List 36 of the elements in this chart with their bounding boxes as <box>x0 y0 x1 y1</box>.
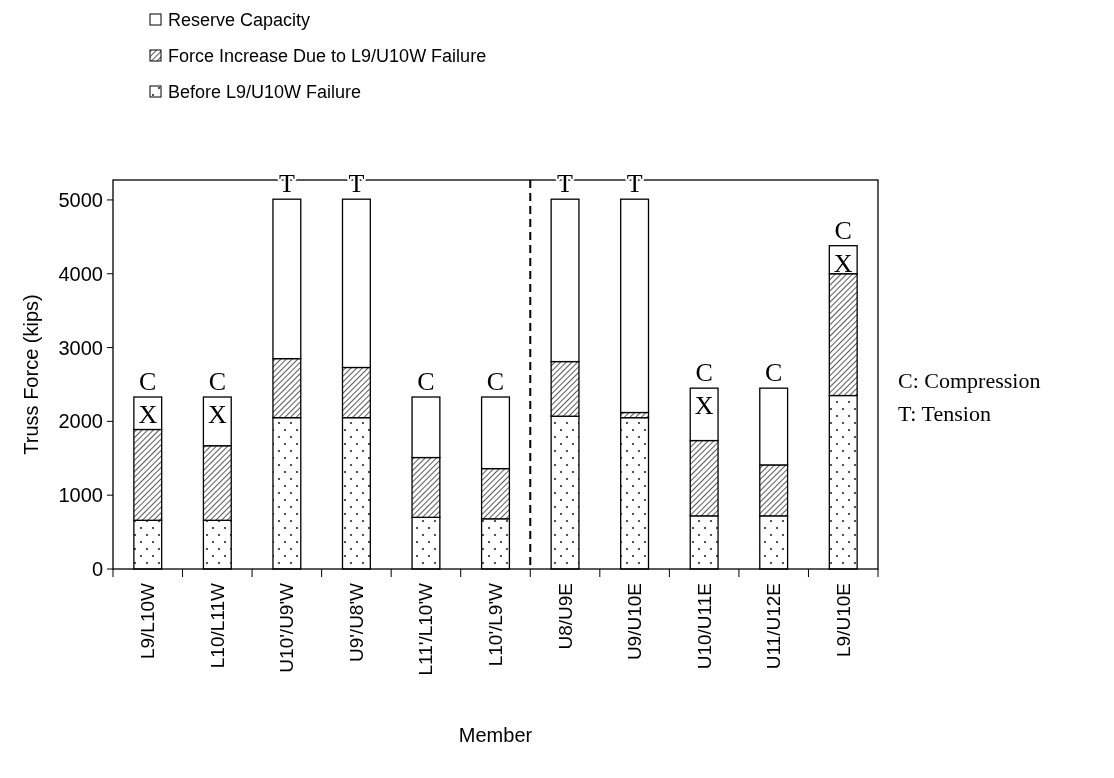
annotation: C <box>486 367 505 397</box>
legend-label: Before L9/U10W Failure <box>168 82 362 102</box>
annotation: C <box>695 358 713 388</box>
text: C: Compression <box>898 367 1041 393</box>
y-tick-label: 1000 <box>58 484 103 507</box>
annotation: X <box>694 391 714 421</box>
annotation: C <box>834 215 852 245</box>
annotation: C <box>765 358 783 388</box>
x-tick-label: L11'/L10'W <box>415 582 437 676</box>
x-tick-label: L10'/L9'W <box>485 582 506 667</box>
y-tick-label: 2000 <box>58 410 103 433</box>
x-tick-label: U10'/U9'W <box>276 582 298 673</box>
bar <box>620 198 650 414</box>
annotation: X <box>138 400 158 430</box>
text: T: Tension <box>898 400 991 426</box>
legend-label: Reserve Capacity <box>168 10 311 30</box>
legend-label: Force Increase Due to L9/U10W Failure <box>168 46 487 66</box>
y-tick-label: 5000 <box>58 188 103 211</box>
annotation: C <box>139 367 157 397</box>
x-tick-label: L9/U10E <box>832 583 854 657</box>
y-tick-label: 0 <box>91 558 103 580</box>
x-tick-label: U10/U11E <box>693 583 715 670</box>
annotation: X <box>207 400 227 430</box>
y-tick-label: 4000 <box>58 262 103 285</box>
annotation: C <box>208 367 226 397</box>
x-tick-label: U9/U10E <box>624 583 646 661</box>
x-tick-label: U8/U9E <box>554 583 576 650</box>
x-axis-title: Member <box>458 724 533 746</box>
y-tick-label: 3000 <box>58 336 103 359</box>
x-tick-label: U9'/U8'W <box>345 582 367 663</box>
x-tick-label: U11/U12E <box>763 583 785 670</box>
x-tick-label: L10/L11W <box>206 582 228 669</box>
y-axis-title: Truss Force (kips) <box>20 294 42 455</box>
annotation: C <box>417 367 435 397</box>
annotation: X <box>833 248 853 278</box>
x-tick-label: L9/L10W <box>137 582 159 660</box>
